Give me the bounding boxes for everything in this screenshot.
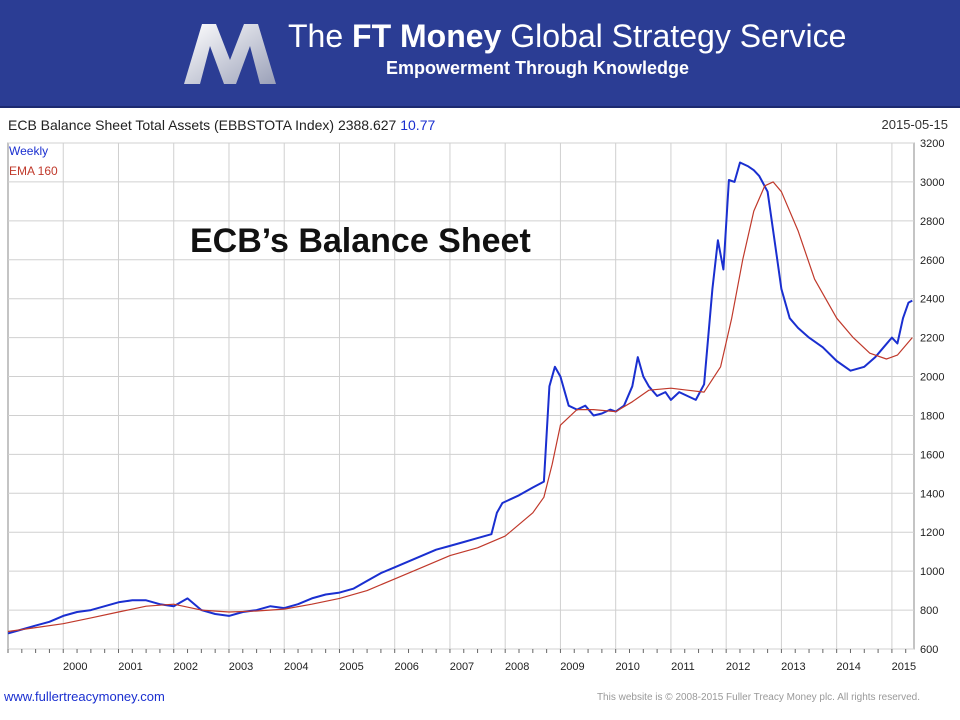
y-tick-label: 3000 <box>920 177 944 189</box>
y-tick-label: 800 <box>920 605 938 617</box>
chart-title: ECB Balance Sheet Total Assets (EBBSTOTA… <box>8 117 435 133</box>
y-tick-label: 1400 <box>920 488 944 500</box>
x-tick-label: 2012 <box>726 661 750 673</box>
x-tick-label: 2014 <box>836 661 860 673</box>
footer-url-link[interactable]: www.fullertreacymoney.com <box>4 689 165 704</box>
x-tick-label: 2008 <box>505 661 529 673</box>
brand-title: The FT Money Global Strategy Service <box>288 18 846 55</box>
x-tick-label: 2009 <box>560 661 584 673</box>
y-tick-label: 2400 <box>920 294 944 306</box>
brand-suffix: Global Strategy Service <box>501 18 847 54</box>
x-tick-label: 2001 <box>118 661 142 673</box>
y-tick-label: 2800 <box>920 216 944 228</box>
x-tick-label: 2006 <box>394 661 418 673</box>
x-tick-label: 2015 <box>892 661 916 673</box>
chart-title-text: ECB Balance Sheet Total Assets (EBBSTOTA… <box>8 117 401 133</box>
chart-date: 2015-05-15 <box>881 117 949 132</box>
y-tick-label: 2200 <box>920 333 944 345</box>
m-logo-icon <box>184 24 276 84</box>
x-tick-label: 2010 <box>615 661 639 673</box>
legend-weekly: Weekly <box>9 144 49 158</box>
chart-change-value: 10.77 <box>400 117 436 133</box>
brand-bold: FT Money <box>352 18 502 54</box>
x-tick-label: 2003 <box>229 661 253 673</box>
footer-copyright: This website is © 2008-2015 Fuller Treac… <box>596 692 920 703</box>
x-tick-label: 2013 <box>781 661 805 673</box>
x-tick-label: 2011 <box>671 661 695 673</box>
x-tick-label: 2007 <box>450 661 474 673</box>
plot-frame <box>7 142 915 650</box>
y-tick-label: 600 <box>920 644 938 656</box>
y-tick-label: 1800 <box>920 410 944 422</box>
y-tick-label: 1000 <box>920 566 944 578</box>
y-tick-label: 2600 <box>920 255 944 267</box>
x-tick-label: 2000 <box>63 661 87 673</box>
x-tick-label: 2005 <box>339 661 363 673</box>
brand-prefix: The <box>288 18 353 54</box>
y-tick-label: 1200 <box>920 527 944 539</box>
y-tick-label: 3200 <box>920 138 944 150</box>
brand-tagline: Empowerment Through Knowledge <box>386 58 690 78</box>
legend-ema: EMA 160 <box>9 164 58 178</box>
x-tick-label: 2002 <box>173 661 197 673</box>
y-tick-label: 1600 <box>920 449 944 461</box>
y-tick-label: 2000 <box>920 372 944 384</box>
brand-banner: The FT Money Global Strategy Service Emp… <box>0 0 960 108</box>
chart-annotation: ECB’s Balance Sheet <box>190 222 531 260</box>
x-tick-label: 2004 <box>284 661 308 673</box>
